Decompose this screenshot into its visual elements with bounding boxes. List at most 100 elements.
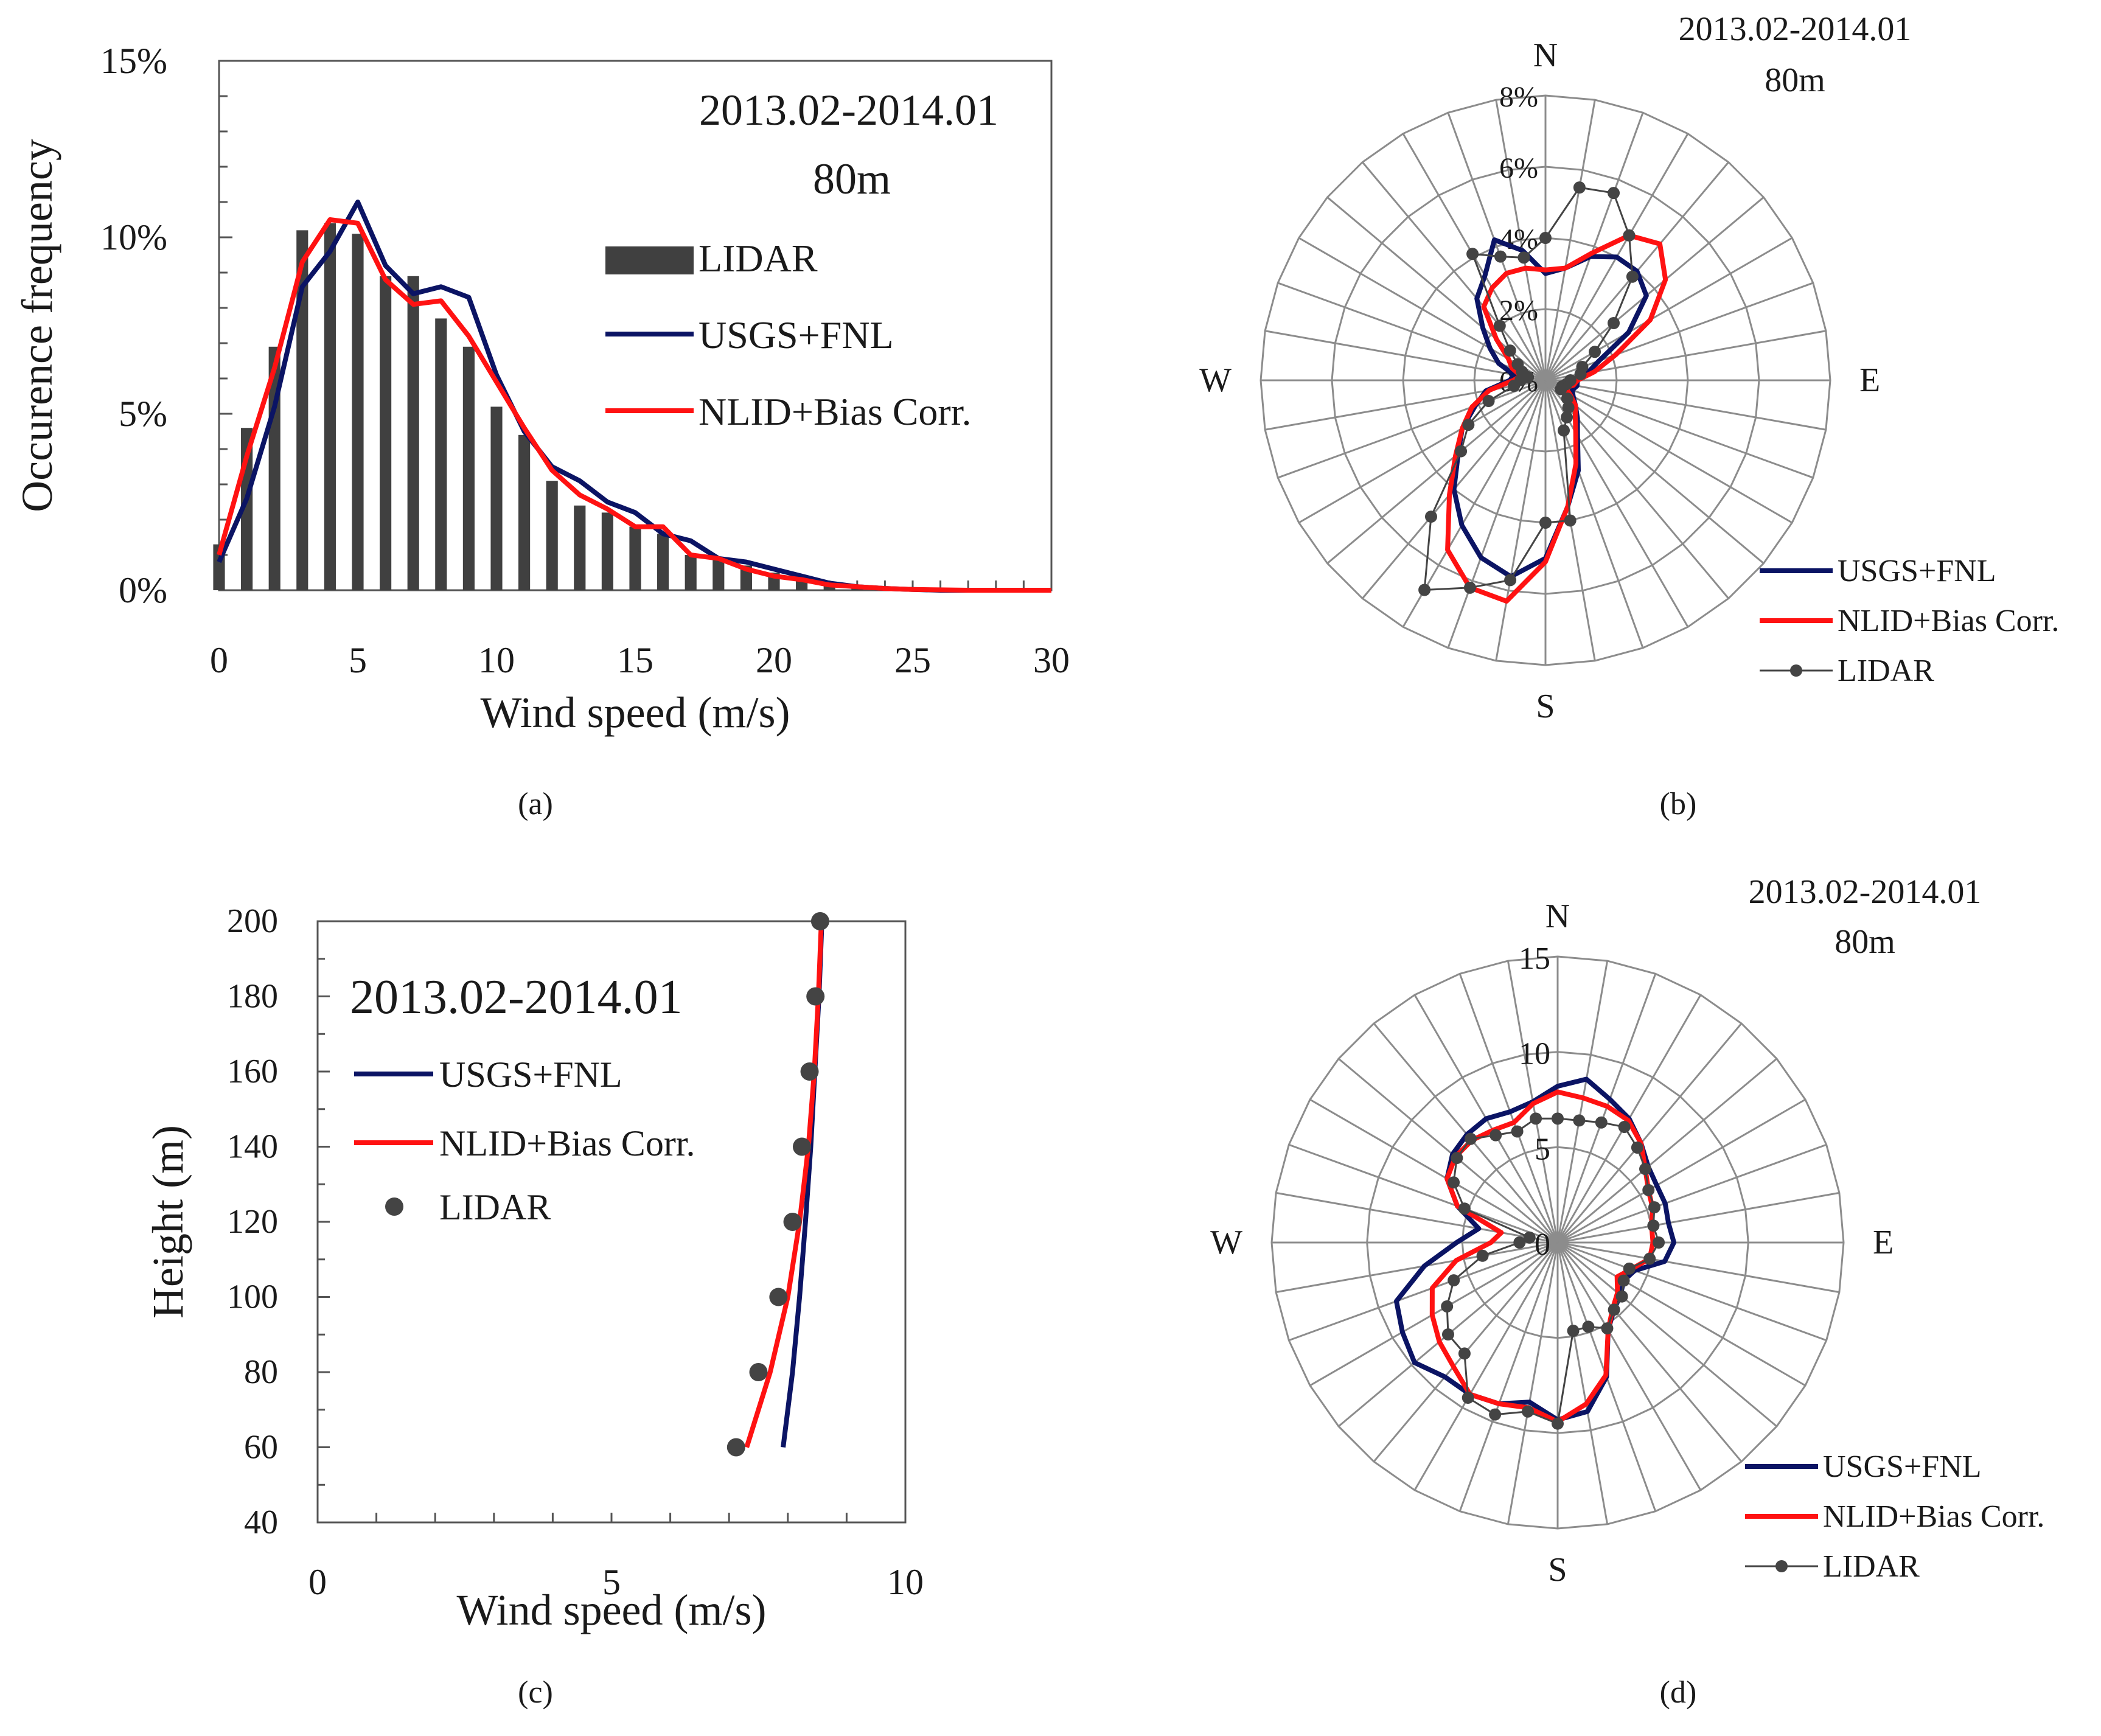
ring-label: 2% <box>1499 295 1538 327</box>
lidar-marker <box>1631 1141 1643 1154</box>
caption-b: (b) <box>1659 787 1697 821</box>
grid-spoke <box>1264 330 1546 382</box>
x-tick-label: 15 <box>617 640 653 680</box>
grid-spoke <box>1288 1143 1558 1244</box>
legend-lidar-marker <box>385 1197 403 1216</box>
lidar-marker <box>1608 316 1620 329</box>
x-tick-label: 25 <box>894 640 931 680</box>
direction-label-s: S <box>1536 688 1555 725</box>
lidar-marker <box>1573 1114 1586 1127</box>
grid-spoke <box>1556 1242 1702 1491</box>
x-tick-label: 30 <box>1033 640 1070 680</box>
grid-spoke <box>1309 1098 1558 1244</box>
x-axis-title: Wind speed (m/s) <box>481 688 790 737</box>
direction-label-n: N <box>1545 898 1570 935</box>
ring-label: 6% <box>1499 152 1538 184</box>
caption-c: (c) <box>518 1675 553 1710</box>
lidar-bar <box>574 505 586 590</box>
annotation-period: 2013.02-2014.01 <box>699 86 998 134</box>
lidar-point <box>806 987 825 1006</box>
lidar-marker <box>1642 1183 1655 1196</box>
lidar-marker <box>1530 1112 1542 1125</box>
lidar-point <box>800 1062 819 1081</box>
y-tick-label: 15% <box>100 41 167 81</box>
grid-spoke <box>1557 1191 1840 1244</box>
lidar-marker <box>1539 517 1552 529</box>
legend-nlid-label: NLID+Bias Corr. <box>439 1123 695 1163</box>
grid-spoke <box>1557 1058 1778 1244</box>
lidar-point <box>726 1438 745 1457</box>
legend-lidar-swatch <box>605 246 694 274</box>
nlid-bias-corr-rose-line <box>1445 232 1668 604</box>
grid-spoke <box>1545 197 1765 382</box>
y-tick-label: 10% <box>100 217 167 257</box>
lidar-marker <box>1522 1405 1535 1418</box>
lidar-marker <box>1615 1290 1628 1303</box>
lidar-bar <box>352 234 364 590</box>
legend-lidar-label: LIDAR <box>439 1187 551 1227</box>
grid-spoke <box>1556 1242 1609 1525</box>
ring-label: 15 <box>1519 941 1550 976</box>
y-axis-title: Occurence frequency <box>13 139 61 512</box>
y-tick-label: 5% <box>119 394 167 434</box>
lidar-point <box>749 1363 768 1381</box>
grid-spoke <box>1544 112 1644 381</box>
direction-label-s: S <box>1548 1551 1567 1589</box>
lidar-bar <box>324 223 336 590</box>
caption-a: (a) <box>518 787 553 821</box>
legend-lidar-marker <box>1790 664 1802 677</box>
lidar-marker <box>1648 1201 1660 1214</box>
ring-label: 8% <box>1499 81 1538 113</box>
ring-label: 5 <box>1535 1132 1550 1166</box>
lidar-bar <box>601 512 613 590</box>
grid-spoke <box>1298 379 1546 524</box>
lidar-marker <box>1441 1300 1454 1312</box>
legend-lidar-label: LIDAR <box>699 237 818 280</box>
lidar-marker <box>1639 1163 1652 1176</box>
panel-a-speed-distribution: 0% 5% 10% 15% 0 5 10 15 20 25 30 Occurence frequenc… <box>0 0 1071 852</box>
x-axis-title: Wind speed (m/s) <box>457 1586 767 1634</box>
grid-spoke <box>1275 1241 1558 1294</box>
legend-usgs-label: USGS+FNL <box>699 313 894 357</box>
grid-spoke <box>1557 1143 1827 1244</box>
lidar-marker <box>1561 411 1573 424</box>
lidar-marker <box>1552 1112 1564 1125</box>
y-tick-label: 40 <box>244 1504 278 1541</box>
ring-label: 0 <box>1535 1227 1550 1262</box>
nlid-bias-corr-line <box>217 217 1051 593</box>
lidar-marker <box>1567 1325 1580 1337</box>
vertical-profile-chart: 40 60 80 100 120 140 160 180 200 0 5 10 Height (m) Wi… <box>144 902 924 1634</box>
grid-spoke <box>1544 99 1596 381</box>
y-tick-label: 140 <box>227 1128 278 1166</box>
lidar-marker <box>1608 187 1620 200</box>
direction-label-e: E <box>1859 361 1880 399</box>
lidar-marker <box>1623 229 1636 242</box>
panel-b-direction-frequency-rose: 0%2%4%6%8%NESW2013.02-2014.0180mUSGS+FNL… <box>1071 0 2101 852</box>
grid-spoke <box>1326 379 1546 564</box>
legend-nlid-label: NLID+Bias Corr. <box>1823 1499 2044 1534</box>
grid-spoke <box>1413 1242 1559 1491</box>
lidar-marker <box>1558 424 1570 437</box>
grid-spoke <box>1557 1241 1840 1294</box>
lidar-marker <box>1589 346 1601 358</box>
lidar-bar <box>380 276 392 590</box>
grid-spoke <box>1545 237 1793 382</box>
x-tick-label: 0 <box>210 640 228 680</box>
lidar-marker <box>1601 1322 1614 1335</box>
lidar-marker <box>1555 383 1567 396</box>
lidar-marker <box>1517 251 1530 264</box>
lidar-marker <box>1451 1152 1463 1165</box>
lidar-marker <box>1418 584 1431 596</box>
lidar-marker <box>1494 250 1507 263</box>
direction-label-w: W <box>1199 361 1232 399</box>
grid-spoke <box>1556 1022 1743 1243</box>
lidar-marker <box>1653 1236 1665 1249</box>
y-tick-label: 80 <box>244 1353 278 1391</box>
grid-spoke <box>1557 1241 1827 1342</box>
direction-label-n: N <box>1533 37 1558 74</box>
lidar-marker <box>1482 395 1495 408</box>
legend-usgs-label: USGS+FNL <box>439 1054 622 1095</box>
grid-spoke <box>1545 379 1793 524</box>
lidar-bar <box>435 318 447 590</box>
lidar-marker <box>1455 445 1468 458</box>
